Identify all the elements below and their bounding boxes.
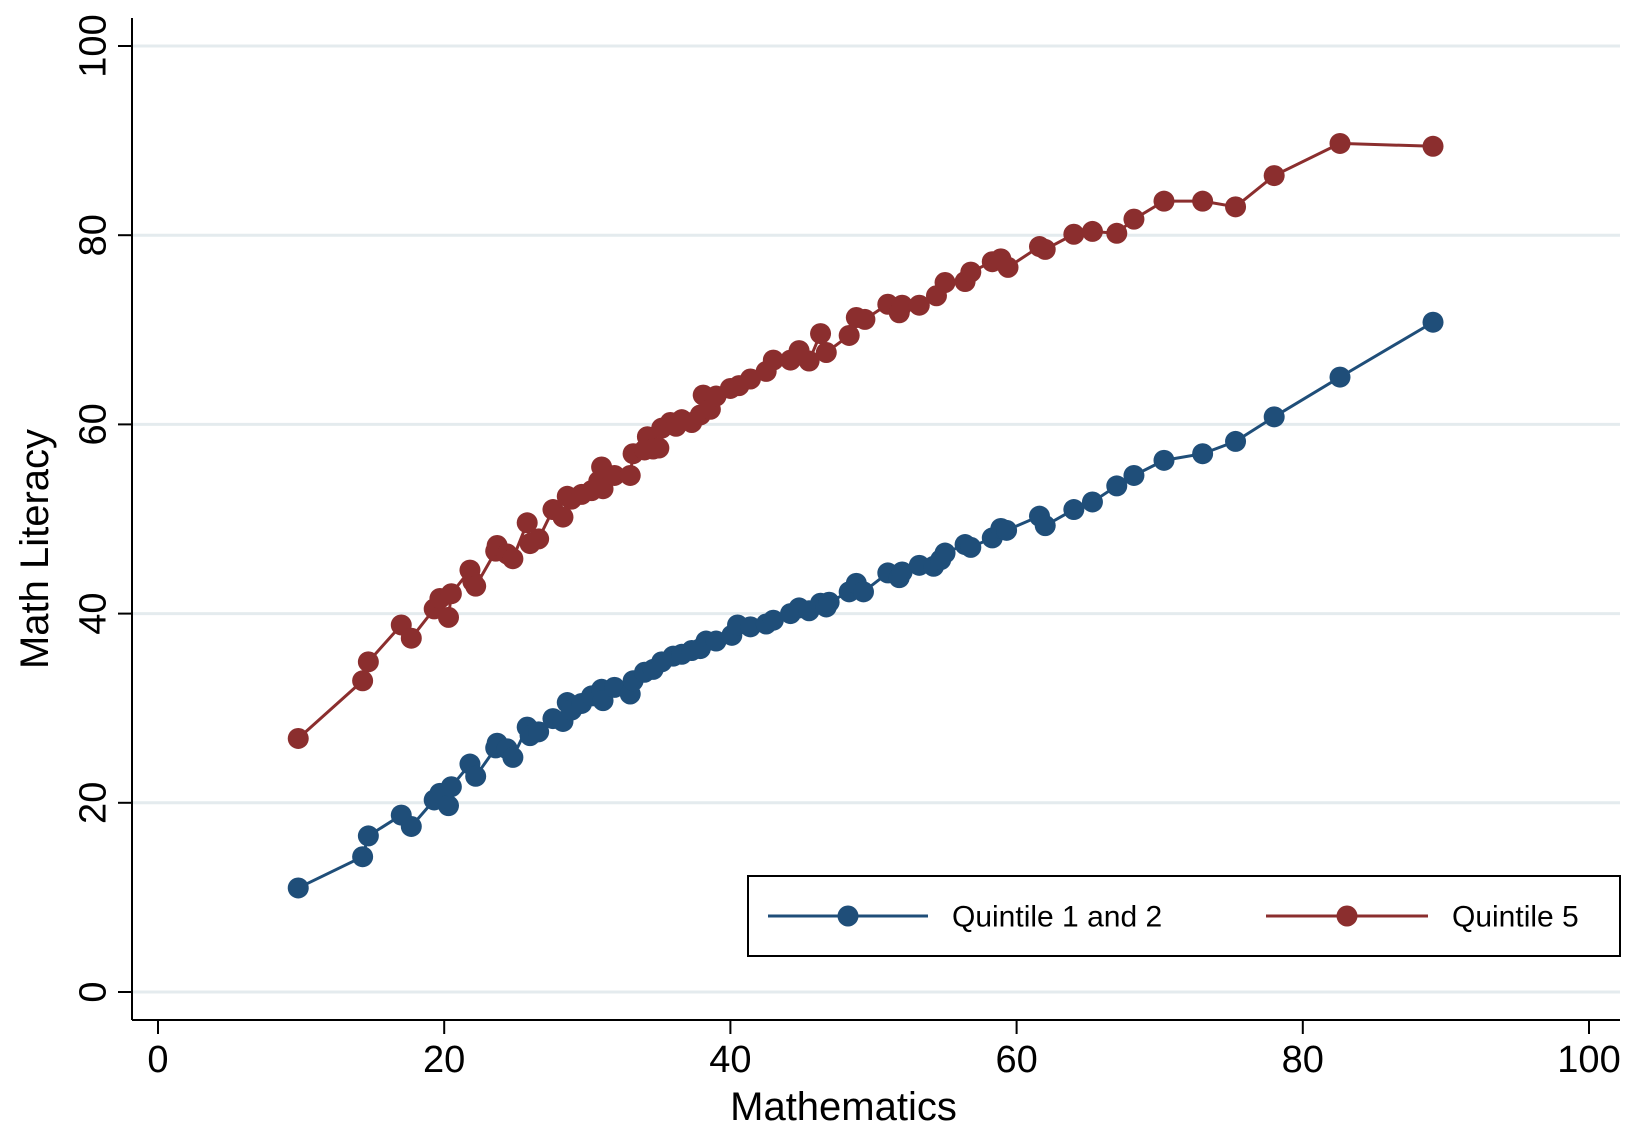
x-tick-label: 20 [423, 1039, 465, 1081]
gridlines [132, 44, 1620, 994]
data-point [437, 606, 459, 628]
series-1 [287, 311, 1444, 899]
y-tick-label: 100 [72, 14, 114, 77]
data-point [1063, 499, 1085, 521]
data-point [960, 261, 982, 283]
x-tick-label: 40 [709, 1039, 751, 1081]
data-point [619, 464, 641, 486]
data-point [502, 548, 524, 570]
data-point [1263, 165, 1285, 187]
data-point [1034, 238, 1056, 260]
data-point [1081, 220, 1103, 242]
data-point [891, 561, 913, 583]
data-point [996, 519, 1018, 541]
x-axis-title: Mathematics [730, 1085, 957, 1129]
data-point [357, 825, 379, 847]
data-point [854, 308, 876, 330]
axes: 0 20 40 60 80 100 0 20 40 60 80 100 [72, 14, 1620, 1081]
data-point [908, 294, 930, 316]
data-point [1225, 196, 1247, 218]
data-point [465, 765, 487, 787]
data-point [1123, 464, 1145, 486]
data-point [1034, 515, 1056, 537]
data-point [287, 727, 309, 749]
data-point [528, 528, 550, 550]
data-point [1263, 406, 1285, 428]
data-point [465, 575, 487, 597]
data-point [1153, 449, 1175, 471]
data-point [838, 324, 860, 346]
data-point [1063, 223, 1085, 245]
x-tick-label: 0 [147, 1039, 168, 1081]
data-point [528, 721, 550, 743]
y-tick-label: 60 [72, 403, 114, 445]
x-tick-label: 60 [995, 1039, 1037, 1081]
data-point [1153, 190, 1175, 212]
data-point [440, 776, 462, 798]
legend-marker [1336, 905, 1358, 927]
data-point [352, 846, 374, 868]
data-point [648, 437, 670, 459]
data-point [739, 368, 761, 390]
data-point [1192, 190, 1214, 212]
data-point [934, 542, 956, 564]
data-point [798, 350, 820, 372]
y-tick-label: 40 [72, 592, 114, 634]
data-point [502, 746, 524, 768]
data-point [810, 323, 832, 345]
y-tick-label: 80 [72, 214, 114, 256]
data-point [440, 583, 462, 605]
data-point [1422, 135, 1444, 157]
data-point [400, 815, 422, 837]
series-layer [287, 132, 1444, 899]
data-point [1106, 222, 1128, 244]
data-point [1329, 366, 1351, 388]
legend: Quintile 1 and 2 Quintile 5 [747, 875, 1621, 957]
y-tick-label: 20 [72, 782, 114, 824]
data-point [815, 342, 837, 364]
data-point [1422, 311, 1444, 333]
data-point [1192, 443, 1214, 465]
data-point [739, 616, 761, 638]
legend-marker [837, 905, 859, 927]
data-point [400, 627, 422, 649]
data-point [762, 609, 784, 631]
data-point [437, 795, 459, 817]
data-point [603, 676, 625, 698]
data-point [1123, 208, 1145, 230]
y-tick-label: 0 [72, 981, 114, 1002]
series-2 [287, 132, 1444, 749]
data-point [1106, 475, 1128, 497]
data-point [934, 272, 956, 293]
data-point [960, 536, 982, 558]
legend-label: Quintile 5 [1452, 901, 1579, 934]
x-tick-label: 100 [1557, 1039, 1620, 1081]
y-axis-title: Math Literacy [13, 429, 57, 669]
data-point [1081, 491, 1103, 513]
data-point [357, 651, 379, 673]
data-point [852, 581, 874, 603]
data-point [762, 349, 784, 371]
data-point [818, 591, 840, 613]
data-point [1329, 132, 1351, 154]
data-point [1225, 430, 1247, 452]
legend-label: Quintile 1 and 2 [952, 901, 1162, 934]
data-point [516, 512, 538, 534]
x-tick-label: 80 [1282, 1039, 1324, 1081]
data-point [997, 256, 1019, 278]
data-point [552, 506, 574, 528]
data-point [352, 670, 374, 692]
data-point [603, 464, 625, 486]
data-point [287, 877, 309, 899]
data-point [891, 294, 913, 316]
